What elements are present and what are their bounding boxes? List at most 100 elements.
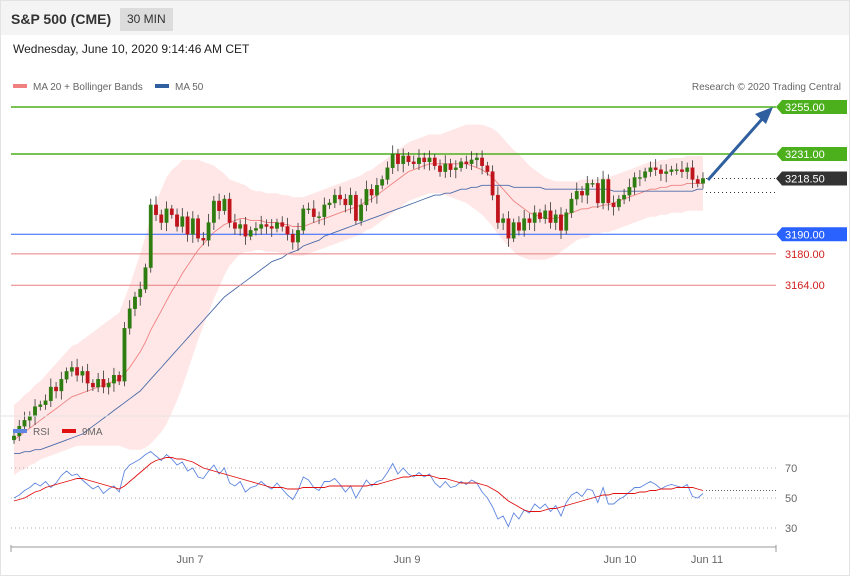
candle: [685, 162, 690, 180]
candle: [322, 197, 327, 226]
candle: [301, 204, 306, 235]
candle: [659, 164, 663, 182]
candle: [233, 213, 237, 235]
candle: [85, 363, 90, 392]
ma9-legend-label: 9MA: [82, 427, 103, 438]
candle: [701, 172, 705, 189]
candle: [406, 152, 411, 166]
candle: [112, 367, 116, 392]
candle: [485, 161, 490, 176]
candle: [12, 432, 16, 444]
candle: [48, 378, 53, 408]
candle: [196, 214, 200, 243]
rsi-tick-30: 30: [785, 523, 797, 535]
candle: [154, 196, 158, 221]
x-tick-label: Jun 7: [177, 554, 204, 566]
candle: [117, 371, 122, 386]
candle: [637, 170, 642, 187]
candle: [364, 180, 369, 212]
candle: [69, 361, 74, 377]
candle: [401, 148, 406, 173]
candle: [122, 322, 127, 387]
candle: [474, 152, 479, 168]
x-tick-label: Jun 11: [691, 554, 723, 566]
candle: [422, 152, 427, 170]
candle: [343, 193, 348, 213]
candle: [169, 204, 174, 219]
candle: [369, 184, 374, 203]
candle: [480, 150, 484, 175]
candle: [601, 170, 605, 210]
forecast-arrow-layer: [706, 107, 773, 181]
candle: [511, 218, 516, 243]
candle: [532, 205, 537, 232]
candle: [75, 358, 80, 382]
candle: [427, 150, 432, 171]
candle: [227, 192, 232, 228]
candle: [80, 366, 85, 383]
rsi-tick-70: 70: [785, 463, 797, 475]
candle: [180, 208, 185, 233]
level-label-3180.00: 3180.00: [785, 249, 825, 261]
candle: [64, 367, 69, 384]
ma20-line: [13, 163, 703, 441]
candle: [375, 177, 379, 204]
candle: [459, 157, 463, 172]
candle: [185, 211, 190, 242]
candle: [348, 187, 353, 214]
candle: [585, 175, 590, 204]
ma20-legend-label: MA 20 + Bollinger Bands: [33, 82, 143, 93]
ma50-legend-label: MA 50: [175, 82, 204, 93]
candle: [632, 172, 637, 195]
candle: [417, 149, 421, 171]
candle: [290, 229, 295, 250]
candle: [664, 164, 669, 183]
rsi-panel-layer: 70 50 30: [11, 450, 797, 535]
candle: [590, 179, 595, 188]
interval-button[interactable]: 30 MIN: [120, 8, 173, 31]
candle: [243, 217, 248, 245]
candle: [469, 151, 474, 171]
candle: [396, 148, 400, 172]
candle: [559, 207, 563, 239]
candle: [101, 370, 106, 394]
candle: [385, 161, 390, 185]
candle: [616, 195, 621, 211]
rsi-line: [13, 450, 704, 528]
candlestick-layer: [12, 145, 705, 444]
candle: [448, 158, 453, 178]
candle: [569, 192, 574, 218]
bollinger-band-area: [14, 124, 703, 476]
candle: [306, 202, 311, 214]
candle: [311, 200, 316, 223]
candle: [248, 226, 253, 241]
candle: [390, 145, 395, 174]
ma20-legend-swatch: [13, 84, 27, 88]
candle: [148, 198, 153, 273]
instrument-title: S&P 500 (CME): [11, 11, 112, 27]
candle: [611, 195, 616, 216]
level-label-3231.00: 3231.00: [785, 149, 825, 161]
candle: [96, 372, 101, 393]
candle: [627, 178, 632, 202]
candle: [669, 165, 674, 176]
candle: [159, 209, 164, 230]
candle: [296, 222, 300, 251]
forecast-arrow-head: [755, 107, 773, 124]
candle: [432, 153, 437, 170]
chart-header: S&P 500 (CME) 30 MIN: [1, 1, 849, 35]
copyright-label: Research © 2020 Trading Central: [692, 82, 841, 93]
x-tick-layer: Jun 7 Jun 9 Jun 10 Jun 11: [177, 554, 724, 566]
candle: [59, 371, 64, 400]
candle: [43, 394, 48, 410]
candle: [238, 219, 243, 236]
candle: [464, 155, 469, 169]
candle: [264, 219, 269, 234]
candle: [138, 281, 143, 306]
candle: [553, 209, 558, 230]
candle: [280, 216, 285, 232]
candle: [595, 177, 600, 209]
candle: [54, 381, 58, 399]
candle: [680, 161, 684, 178]
candle: [38, 400, 43, 411]
